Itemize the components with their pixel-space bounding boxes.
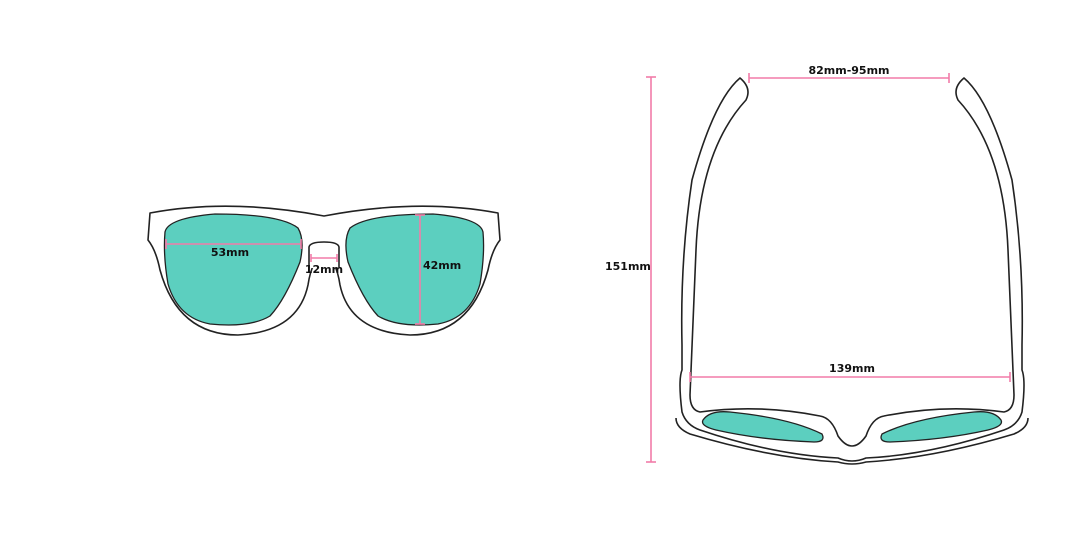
top-frame-outline — [679, 77, 1025, 462]
bridge-width-label: 12mm — [305, 263, 343, 276]
top-view: 82mm-95mm 139mm 151mm — [605, 64, 1029, 465]
bridge-width-dimension: 12mm — [305, 254, 343, 276]
lens-height-dimension: 42mm — [415, 214, 461, 325]
lens-width-dimension: 53mm — [165, 239, 302, 259]
nose-bridge — [308, 241, 340, 268]
lens-height-label: 42mm — [423, 259, 461, 272]
top-frame-front-edge — [675, 417, 1029, 465]
temple-spread-dimension: 82mm-95mm — [748, 64, 950, 83]
front-view: 53mm 12mm 42mm — [147, 205, 501, 336]
total-length-label: 151mm — [605, 260, 651, 273]
temple-spread-label: 82mm-95mm — [808, 64, 889, 77]
left-lens-top — [701, 411, 824, 443]
frame-width-dimension: 139mm — [689, 362, 1011, 382]
frame-width-label: 139mm — [829, 362, 875, 375]
left-lens — [163, 213, 303, 326]
right-lens-top — [880, 411, 1003, 443]
lens-width-label: 53mm — [211, 246, 249, 259]
total-length-dimension: 151mm — [605, 76, 656, 463]
